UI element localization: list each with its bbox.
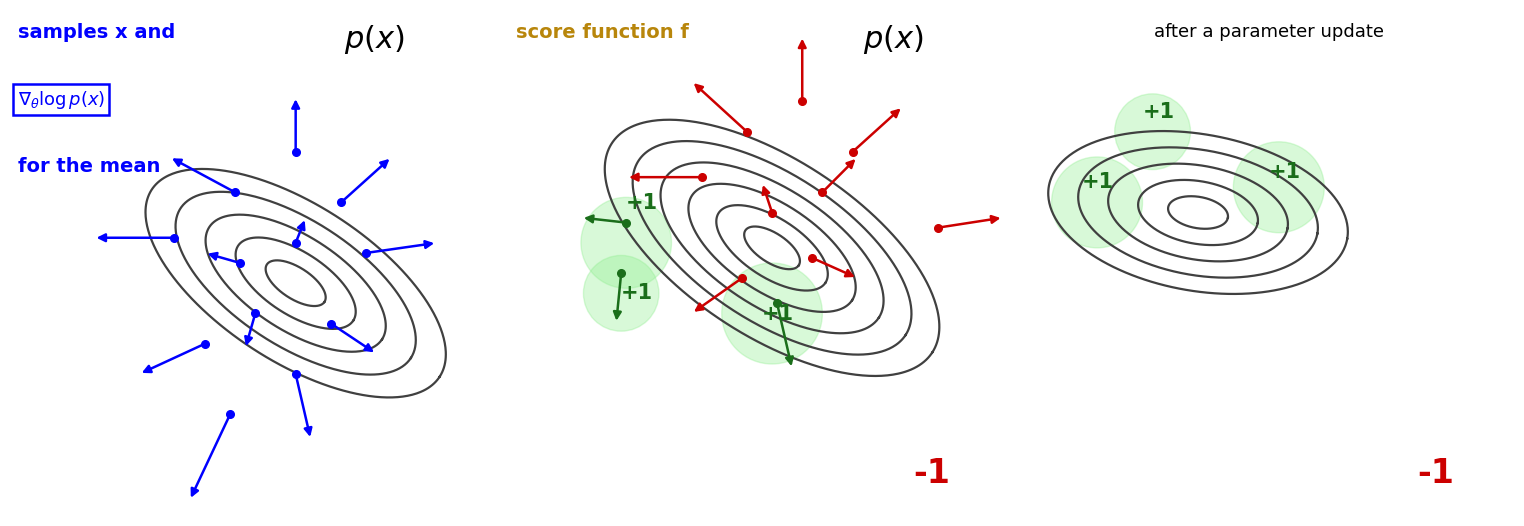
- Text: for the mean: for the mean: [18, 157, 160, 176]
- Text: +1: +1: [1082, 173, 1114, 193]
- Circle shape: [1233, 142, 1324, 232]
- Text: -1: -1: [1417, 457, 1454, 490]
- Circle shape: [584, 256, 658, 331]
- Text: samples x and: samples x and: [18, 23, 175, 42]
- Circle shape: [722, 263, 823, 364]
- Text: -1: -1: [913, 457, 949, 490]
- Text: score function f: score function f: [515, 23, 689, 42]
- Circle shape: [1052, 157, 1143, 248]
- Text: +1: +1: [762, 304, 794, 323]
- Text: +1: +1: [1268, 162, 1301, 182]
- Text: $p(x)$: $p(x)$: [344, 23, 405, 56]
- Circle shape: [1114, 94, 1190, 169]
- Text: $\nabla_\theta \log p(x)$: $\nabla_\theta \log p(x)$: [18, 89, 105, 111]
- Circle shape: [581, 197, 672, 288]
- Text: +1: +1: [626, 193, 658, 213]
- Text: +1: +1: [1143, 102, 1175, 122]
- Text: +1: +1: [622, 284, 654, 304]
- Text: $p(x)$: $p(x)$: [863, 23, 924, 56]
- Text: after a parameter update: after a parameter update: [1154, 23, 1384, 41]
